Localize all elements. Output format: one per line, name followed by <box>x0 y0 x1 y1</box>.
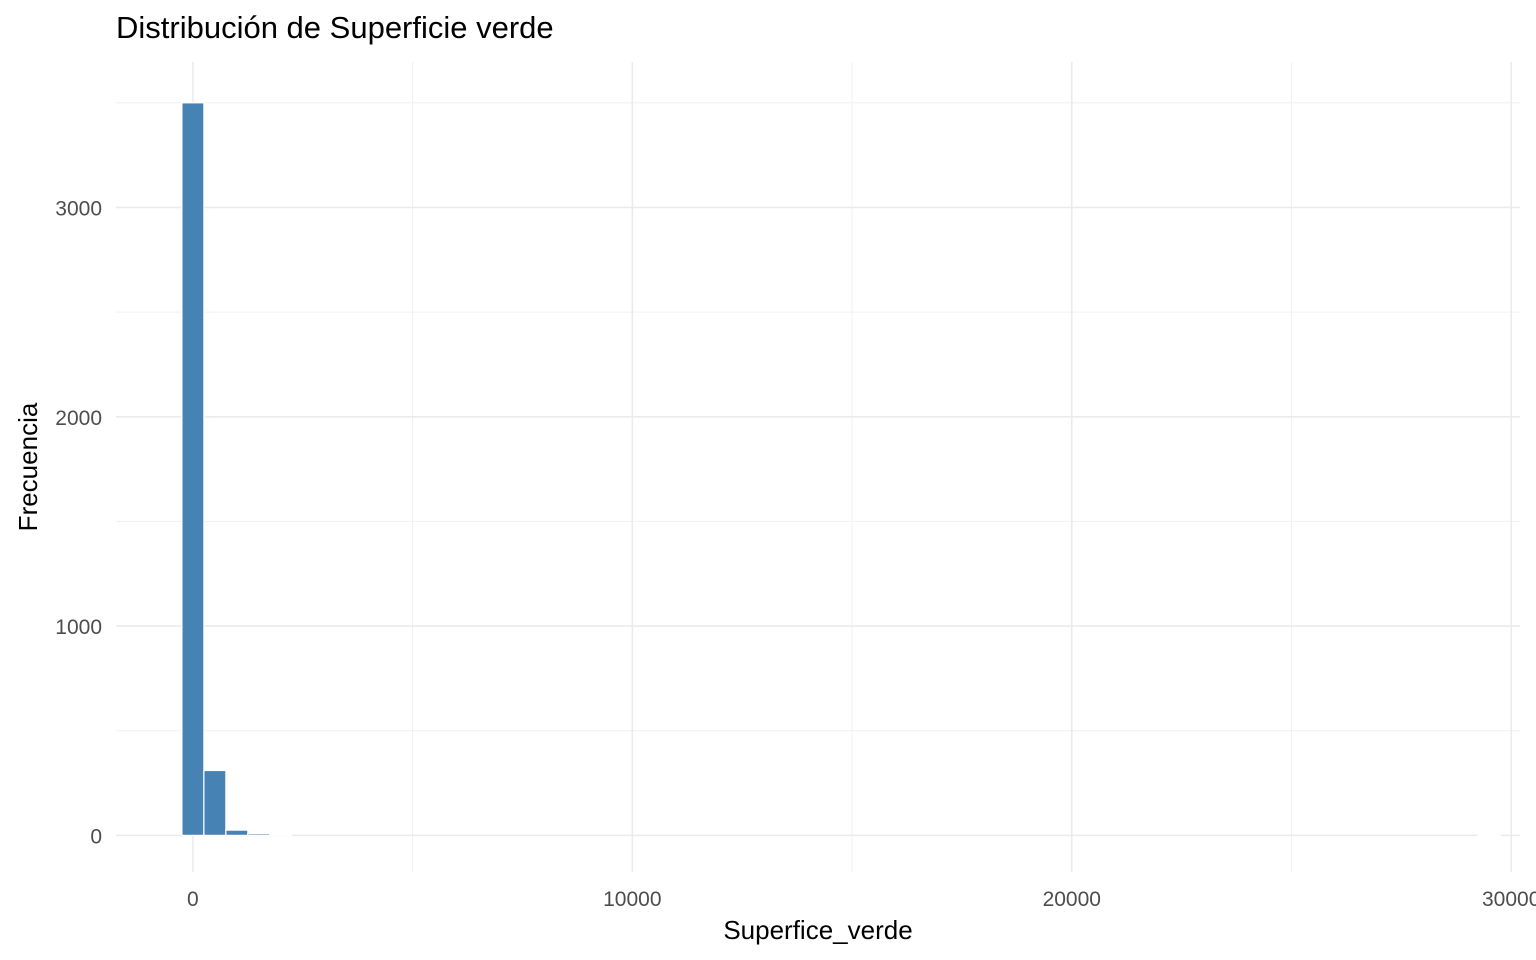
histogram-bar-2 <box>225 829 249 836</box>
bars-layer <box>181 102 1501 837</box>
y-tick-label: 0 <box>90 825 102 848</box>
histogram-bar-4 <box>269 833 293 836</box>
histogram-bar-0 <box>181 102 205 836</box>
x-tick-label: 10000 <box>603 888 661 911</box>
chart-title: Distribución de Superficie verde <box>116 10 554 45</box>
x-tick-label: 20000 <box>1043 888 1101 911</box>
histogram-bar-3 <box>247 833 271 836</box>
histogram-bar-1 <box>203 769 227 836</box>
grid-layer <box>116 62 1520 872</box>
y-tick-label: 2000 <box>55 407 102 430</box>
y-tick-label: 1000 <box>55 616 102 639</box>
histogram-bar-5 <box>1477 834 1501 837</box>
y-tick-label: 3000 <box>55 197 102 220</box>
ticks-layer: 0 10000 20000 30000 0 1000 2000 3000 <box>55 197 1536 911</box>
x-axis-title: Superfice_verde <box>723 915 912 945</box>
x-tick-label: 0 <box>187 888 199 911</box>
x-tick-label: 30000 <box>1482 888 1536 911</box>
y-axis-title: Frecuencia <box>13 402 43 531</box>
